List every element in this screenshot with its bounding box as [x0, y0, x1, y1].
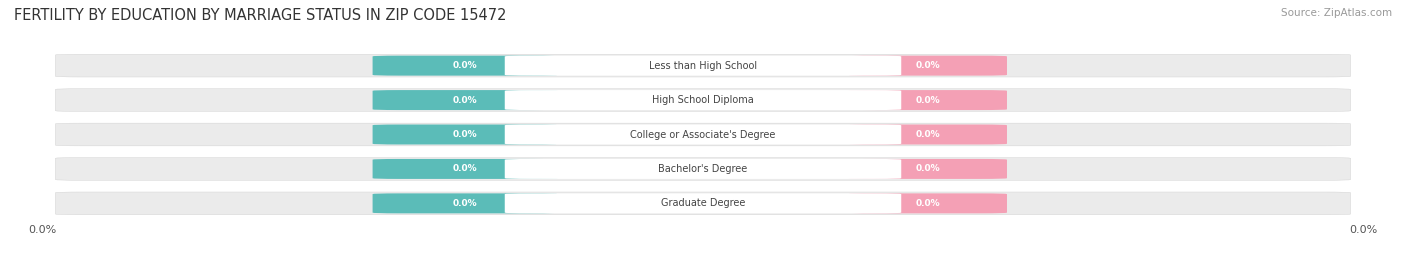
Text: College or Associate's Degree: College or Associate's Degree [630, 129, 776, 140]
FancyBboxPatch shape [373, 193, 558, 213]
Text: 0.0%: 0.0% [915, 130, 941, 139]
FancyBboxPatch shape [848, 125, 1007, 144]
Text: FERTILITY BY EDUCATION BY MARRIAGE STATUS IN ZIP CODE 15472: FERTILITY BY EDUCATION BY MARRIAGE STATU… [14, 8, 506, 23]
FancyBboxPatch shape [55, 54, 1351, 77]
FancyBboxPatch shape [373, 56, 558, 76]
FancyBboxPatch shape [505, 159, 901, 179]
Text: 0.0%: 0.0% [453, 164, 478, 174]
FancyBboxPatch shape [55, 192, 1351, 215]
FancyBboxPatch shape [55, 158, 1351, 180]
FancyBboxPatch shape [505, 125, 901, 144]
FancyBboxPatch shape [55, 123, 1351, 146]
Text: Bachelor's Degree: Bachelor's Degree [658, 164, 748, 174]
Legend: Married, Unmarried: Married, Unmarried [623, 268, 783, 269]
FancyBboxPatch shape [505, 90, 901, 110]
FancyBboxPatch shape [848, 56, 1007, 76]
Text: 0.0%: 0.0% [915, 61, 941, 70]
FancyBboxPatch shape [373, 125, 558, 144]
Text: Source: ZipAtlas.com: Source: ZipAtlas.com [1281, 8, 1392, 18]
FancyBboxPatch shape [848, 90, 1007, 110]
FancyBboxPatch shape [373, 90, 558, 110]
FancyBboxPatch shape [505, 193, 901, 213]
FancyBboxPatch shape [55, 89, 1351, 111]
Text: 0.0%: 0.0% [915, 164, 941, 174]
Text: Less than High School: Less than High School [650, 61, 756, 71]
Text: High School Diploma: High School Diploma [652, 95, 754, 105]
Text: 0.0%: 0.0% [453, 199, 478, 208]
Text: 0.0%: 0.0% [453, 95, 478, 105]
Text: 0.0%: 0.0% [453, 130, 478, 139]
FancyBboxPatch shape [848, 193, 1007, 213]
Text: 0.0%: 0.0% [915, 95, 941, 105]
Text: 0.0%: 0.0% [915, 199, 941, 208]
Text: 0.0%: 0.0% [453, 61, 478, 70]
Text: Graduate Degree: Graduate Degree [661, 198, 745, 208]
FancyBboxPatch shape [505, 56, 901, 76]
FancyBboxPatch shape [848, 159, 1007, 179]
FancyBboxPatch shape [373, 159, 558, 179]
